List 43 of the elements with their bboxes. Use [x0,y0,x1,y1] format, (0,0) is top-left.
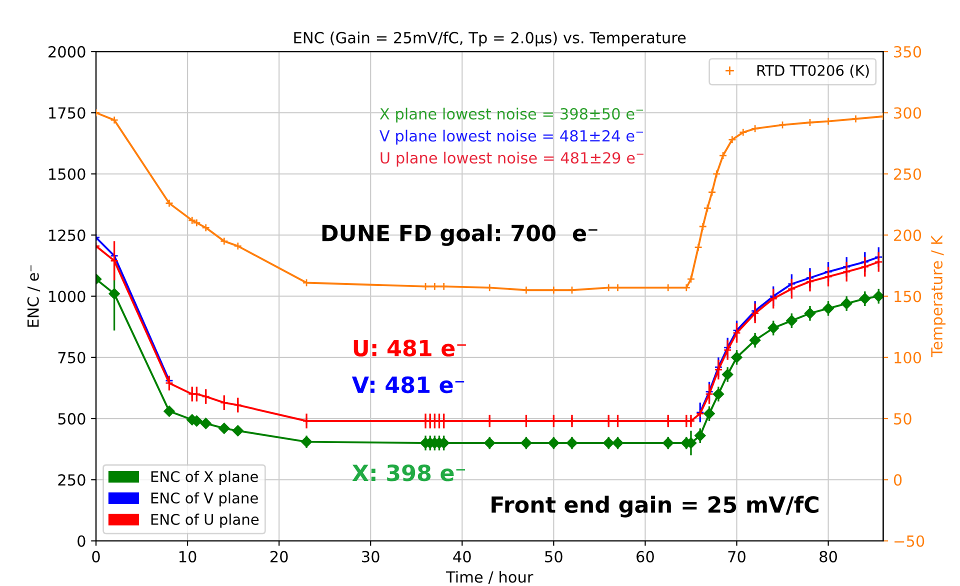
x-tick-label: 30 [362,550,380,562]
annotation: DUNE FD goal: 700 e⁻ [322,224,598,246]
y-tick-label: 250 [58,474,86,486]
annotation: X: 398 e⁻ [352,464,466,482]
y-tick-label: 1250 [49,230,86,242]
y2-tick-label: 300 [894,107,922,119]
x-tick-label: 70 [728,550,746,562]
y2-axis-title: Temperature / K [931,235,946,358]
x-axis-title: Time / hour [446,570,534,584]
legend-label: ENC of V plane [151,492,258,506]
x-tick-label: 40 [453,550,471,562]
y-tick-label: 0 [78,535,86,547]
x-tick-label: 80 [820,550,837,562]
y2-tick-label: 150 [894,290,922,302]
y2-tick-label: 0 [894,474,902,486]
chart-title: ENC (Gain = 25mV/fC, Tp = 2.0μs) vs. Temperature [294,32,686,46]
y-tick-label: 1000 [49,290,86,302]
y2-tick-label: 100 [894,352,922,364]
annotation: V plane lowest noise = 481±24 e$^{−}$ [380,130,644,145]
legend-label: ENC of U plane [151,514,259,528]
y2-tick-label: 200 [894,230,922,242]
y-axis-title: ENC / e⁻ [27,265,40,327]
y2-tick-label: 350 [894,46,922,58]
x-tick-label: 0 [92,550,100,562]
annotation: U plane lowest noise = 481±29 e$^{−}$ [380,152,644,167]
x-tick-label: 10 [179,550,196,562]
y-tick-label: 500 [58,413,86,425]
y-tick-label: 1500 [49,168,86,180]
y2-tick-label: −50 [894,535,924,547]
legend-label: RTD TT0206 (K) [757,64,869,78]
y2-tick-label: 50 [894,413,912,425]
annotation: V: 481 e⁻ [352,376,464,394]
x-tick-label: 60 [636,550,654,562]
annotation: X plane lowest noise = 398±50 e$^{−}$ [380,108,644,123]
y-tick-label: 2000 [48,46,86,58]
x-tick-label: 20 [270,550,288,562]
annotation: U: 481 e⁻ [354,340,466,356]
y2-tick-label: 250 [894,168,922,180]
y-tick-label: 750 [58,352,86,364]
annotation: Front end gain = 25 mV/fC [492,496,818,518]
x-tick-label: 50 [545,550,562,562]
y-tick-label: 1750 [49,107,86,119]
legend-label: ENC of X plane [151,470,258,485]
